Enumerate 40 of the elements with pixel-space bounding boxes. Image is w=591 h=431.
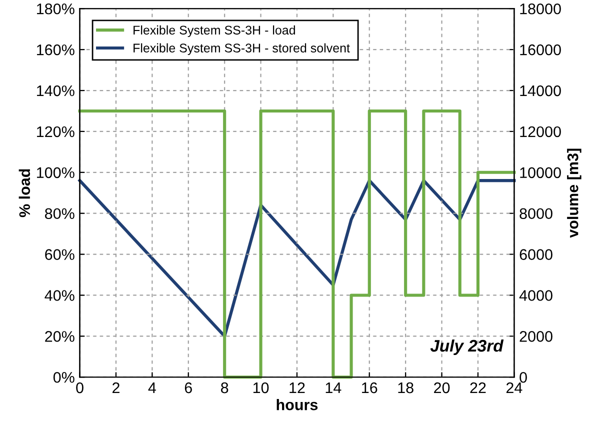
x-tick-label: 14 [326,382,342,394]
x-tick-label: 22 [470,382,486,394]
y2-tick-label: 2000 [520,331,552,342]
x-tick-label: 8 [220,382,228,394]
x-tick-label: 12 [290,382,305,394]
y-tick-label: 160% [37,44,74,56]
y-tick-label: 40% [44,290,74,301]
y-tick-label: 80% [45,208,74,220]
y-axis-title: % load [18,169,30,218]
line-series [78,179,516,338]
x-tick-label: 20 [434,382,450,394]
y2-tick-label: 8000 [520,208,552,220]
y2-tick-label: 14000 [520,85,561,96]
y-tick-label: 100% [37,167,74,178]
y2-tick-label: 18000 [520,3,561,14]
y2-tick-label: 0 [520,372,527,383]
x-tick-label: 0 [76,382,84,394]
x-tick-label: 2 [112,382,120,394]
x-tick-label: 4 [148,382,156,394]
legend-label: Flexible System SS-3H - load [134,25,295,38]
legend-label: Flexible System SS-3H - stored solvent [134,43,350,55]
annotation: July 23rd [430,339,504,356]
y-tick-label: 120% [37,126,74,138]
y-tick-label: 0% [53,372,74,383]
y2-tick-label: 4000 [519,290,552,301]
x-axis-title: hours [276,399,318,410]
y2-tick-label: 10000 [520,167,561,178]
y2-tick-label: 16000 [520,44,561,56]
x-tick-label: 10 [253,382,269,394]
y-tick-label: 140% [37,85,74,96]
x-tick-label: 18 [398,382,414,394]
y2-tick-label: 6000 [520,249,552,260]
y-tick-label: 60% [45,249,74,260]
x-tick-label: 24 [506,382,522,394]
y2-tick-label: 12000 [520,126,561,138]
x-tick-label: 6 [184,382,192,394]
y2-axis-title: volume [m3] [567,148,582,238]
x-tick-label: 16 [362,382,378,394]
y-tick-label: 180% [37,3,74,14]
y-tick-label: 20% [45,331,74,342]
